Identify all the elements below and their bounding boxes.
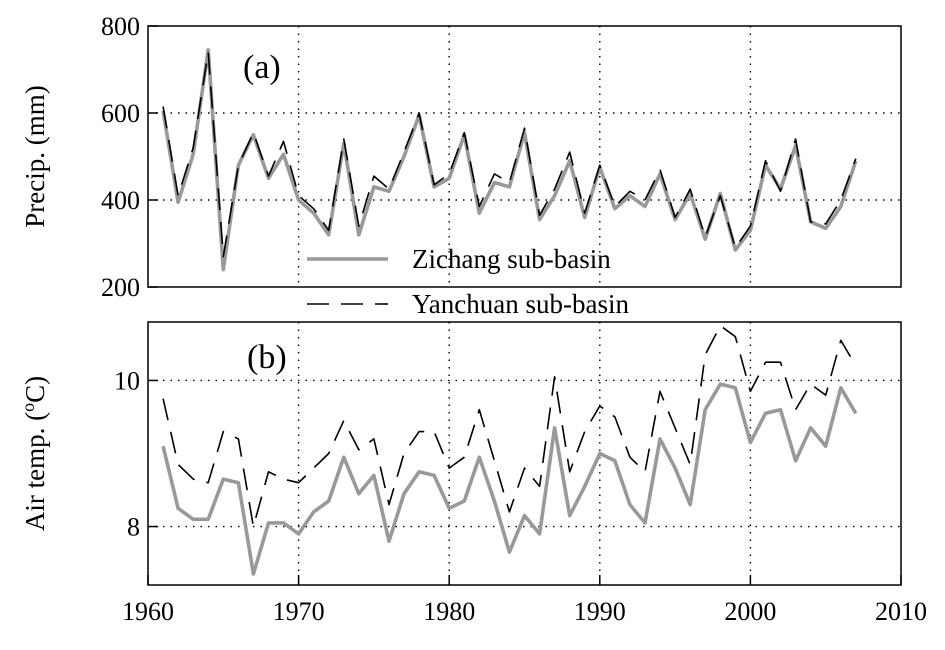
panel-a-label: (a) <box>243 49 281 86</box>
legend-label-zichang: Zichang sub-basin <box>412 244 611 274</box>
series-line-yanchuan <box>162 324 857 528</box>
panel-b-air-temperature: 8 10 1960 1970 1980 1990 2000 2010 (b) Air tem… <box>18 321 927 626</box>
legend: Zichang sub-basin Yanchuan sub-basin <box>307 244 629 319</box>
y-tick-label-400: 400 <box>101 186 140 215</box>
x-tick-label-1990: 1990 <box>574 597 626 626</box>
panel-b-y-axis-title-main: Air temp. ( <box>20 412 50 531</box>
panel-b-y-axis-title-sup: o <box>18 403 38 412</box>
y-tick-label-800: 800 <box>101 12 140 41</box>
panel-b-grid <box>148 322 901 585</box>
panel-a-y-ticks: 200 400 600 800 <box>101 12 158 302</box>
panel-b-y-axis-title-tail: C) <box>20 376 50 403</box>
x-tick-label-1960: 1960 <box>122 597 174 626</box>
panel-b-y-ticks: 8 10 <box>114 366 158 542</box>
panel-a-precipitation: 200 400 600 800 (a) Precip. (mm) Zichang su… <box>20 12 902 319</box>
panel-b-y-axis-title: Air temp. (oC) <box>18 376 50 531</box>
series-line-zichang <box>161 48 858 272</box>
series-line-zichang <box>161 382 858 576</box>
panel-a-y-axis-title: Precip. (mm) <box>20 85 50 227</box>
panel-a-frame <box>147 25 902 288</box>
panel-b-series <box>161 324 858 576</box>
x-tick-label-1980: 1980 <box>423 597 475 626</box>
panel-b-frame <box>147 321 902 586</box>
panel-b-label: (b) <box>247 339 287 376</box>
x-tick-label-2010: 2010 <box>875 597 927 626</box>
y-tick-label-8: 8 <box>127 513 140 542</box>
panel-b-x-ticks: 1960 1970 1980 1990 2000 2010 <box>122 575 927 626</box>
panel-a-series <box>161 48 858 272</box>
y-tick-label-10: 10 <box>114 366 140 395</box>
y-tick-label-200: 200 <box>101 273 140 302</box>
legend-label-yanchuan: Yanchuan sub-basin <box>412 289 629 319</box>
x-tick-label-1970: 1970 <box>273 597 325 626</box>
panel-a-grid <box>148 26 901 287</box>
x-tick-label-2000: 2000 <box>724 597 776 626</box>
series-line-yanchuan <box>162 51 857 258</box>
y-tick-label-600: 600 <box>101 99 140 128</box>
